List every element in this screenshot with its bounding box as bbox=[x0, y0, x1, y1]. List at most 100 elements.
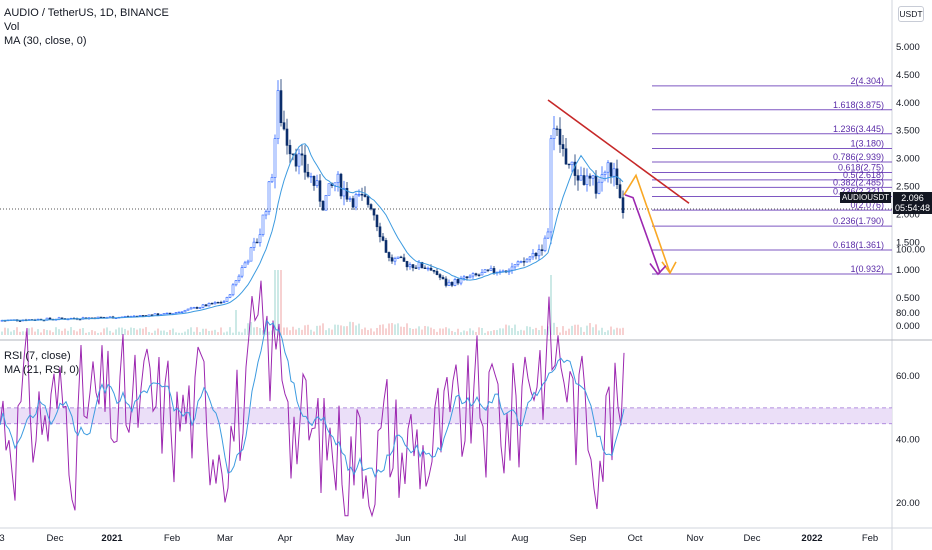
time-axis[interactable]: 3 Dec 2021 Feb Mar Apr May Jun Jul Aug Sep Oct Nov De… bbox=[0, 533, 878, 544]
time-axis-label: 3 bbox=[0, 533, 5, 544]
candle-body bbox=[510, 266, 514, 271]
candle-body bbox=[561, 144, 565, 150]
candle-body bbox=[555, 128, 559, 130]
volume-bar bbox=[502, 328, 504, 335]
volume-bar bbox=[61, 330, 63, 335]
candle-body bbox=[213, 302, 217, 305]
volume-bar bbox=[16, 327, 18, 335]
price-scale-tick: 1.500 bbox=[896, 237, 920, 248]
candle-body bbox=[162, 313, 166, 316]
candle-body bbox=[207, 303, 211, 307]
drawings[interactable] bbox=[547, 99, 690, 276]
symbol-price-tag: AUDIOUSDT bbox=[840, 192, 891, 203]
candle-body bbox=[366, 196, 370, 205]
candle-body bbox=[138, 315, 142, 317]
candle-body bbox=[489, 268, 493, 271]
currency-badge[interactable]: USDT bbox=[898, 6, 924, 22]
volume-bar bbox=[64, 328, 66, 335]
candle-body bbox=[252, 241, 256, 249]
volume-bar bbox=[43, 329, 45, 335]
candle-body bbox=[321, 200, 325, 211]
candle-body bbox=[261, 214, 265, 236]
time-axis-label: Oct bbox=[628, 533, 643, 544]
volume-bar bbox=[319, 325, 321, 335]
candle-body bbox=[597, 181, 601, 194]
chart-title[interactable]: AUDIO / TetherUS, 1D, BINANCE bbox=[4, 7, 169, 19]
ma-legend[interactable]: MA (30, close, 0) bbox=[4, 35, 87, 47]
volume-bar bbox=[337, 324, 339, 335]
volume-bar bbox=[373, 331, 375, 335]
fib-level-label: 0.618(2.75) bbox=[838, 163, 884, 173]
volume-bar bbox=[403, 326, 405, 335]
candle-body bbox=[390, 257, 394, 262]
volume-bar bbox=[406, 323, 408, 335]
time-axis-label: Aug bbox=[512, 533, 529, 544]
volume-bar bbox=[571, 325, 573, 335]
candle-body bbox=[591, 175, 595, 179]
candle-body bbox=[546, 231, 550, 239]
candle-body bbox=[249, 247, 253, 262]
rsi-ma-legend[interactable]: MA (21, RSI, 0) bbox=[4, 364, 80, 376]
candle-body bbox=[567, 163, 571, 166]
candle-body bbox=[381, 236, 385, 241]
volume-bar bbox=[517, 331, 519, 335]
candle-body bbox=[201, 304, 205, 308]
volume-bar bbox=[424, 325, 426, 335]
volume-bar bbox=[7, 328, 9, 335]
volume-bar bbox=[433, 329, 435, 335]
volume-bar bbox=[445, 327, 447, 335]
volume-bar bbox=[22, 331, 24, 335]
candle-body bbox=[471, 273, 475, 277]
volume-bar bbox=[160, 330, 162, 335]
volume-bar bbox=[427, 326, 429, 335]
candle-body bbox=[453, 279, 457, 286]
candle-body bbox=[240, 267, 244, 277]
candle-body bbox=[216, 302, 220, 304]
candle-body bbox=[618, 184, 622, 198]
candle-body bbox=[306, 171, 310, 177]
volume-bar bbox=[55, 327, 57, 335]
price-scale[interactable]: 5.000 4.500 4.000 3.500 3.000 2.500 2.000 1.500… bbox=[896, 42, 920, 332]
volume-bar bbox=[34, 331, 36, 335]
volume-bar bbox=[127, 330, 129, 335]
candle-body bbox=[318, 180, 322, 202]
volume-bar bbox=[568, 328, 570, 335]
price-scale-tick: 2.500 bbox=[896, 182, 920, 193]
volume-bar bbox=[190, 327, 192, 335]
volume-bar bbox=[115, 329, 117, 335]
volume-bar bbox=[532, 329, 534, 335]
volume-bar bbox=[265, 326, 267, 335]
volume-bar bbox=[292, 326, 294, 335]
volume-bar bbox=[73, 330, 75, 335]
time-axis-label: Mar bbox=[217, 533, 233, 544]
candle-body bbox=[420, 262, 424, 269]
candle-body bbox=[528, 256, 532, 260]
volume-bar bbox=[442, 328, 444, 335]
volume-bar bbox=[487, 331, 489, 335]
candle-body bbox=[60, 317, 64, 319]
volume-bar bbox=[229, 327, 231, 335]
volume-bar bbox=[472, 330, 474, 335]
volume-bar bbox=[547, 326, 549, 335]
volume-bar bbox=[295, 329, 297, 335]
volume-bar bbox=[430, 327, 432, 335]
volume-bar bbox=[553, 322, 555, 335]
volume-bar bbox=[280, 270, 282, 335]
rsi-scale[interactable]: 100.00 80.00 60.00 40.00 20.00 bbox=[896, 244, 925, 509]
volume-bar bbox=[172, 328, 174, 335]
price-scale-tick: 3.000 bbox=[896, 154, 920, 165]
plot-background bbox=[0, 0, 892, 550]
candle-body bbox=[492, 268, 496, 273]
volume-bar bbox=[346, 326, 348, 335]
volume-bar bbox=[514, 324, 516, 335]
volume-bar bbox=[184, 331, 186, 335]
rsi-legend[interactable]: RSI (7, close) bbox=[4, 350, 71, 362]
volume-bar bbox=[478, 327, 480, 335]
volume-legend[interactable]: Vol bbox=[4, 21, 20, 33]
candle-body bbox=[450, 281, 454, 286]
candle-body bbox=[558, 128, 562, 145]
candle-body bbox=[231, 284, 235, 296]
volume-bar bbox=[589, 323, 591, 335]
fib-extension[interactable]: 2(4.304) 1.618(3.875) 1.236(3.445) 1(3.180)… bbox=[652, 76, 892, 275]
